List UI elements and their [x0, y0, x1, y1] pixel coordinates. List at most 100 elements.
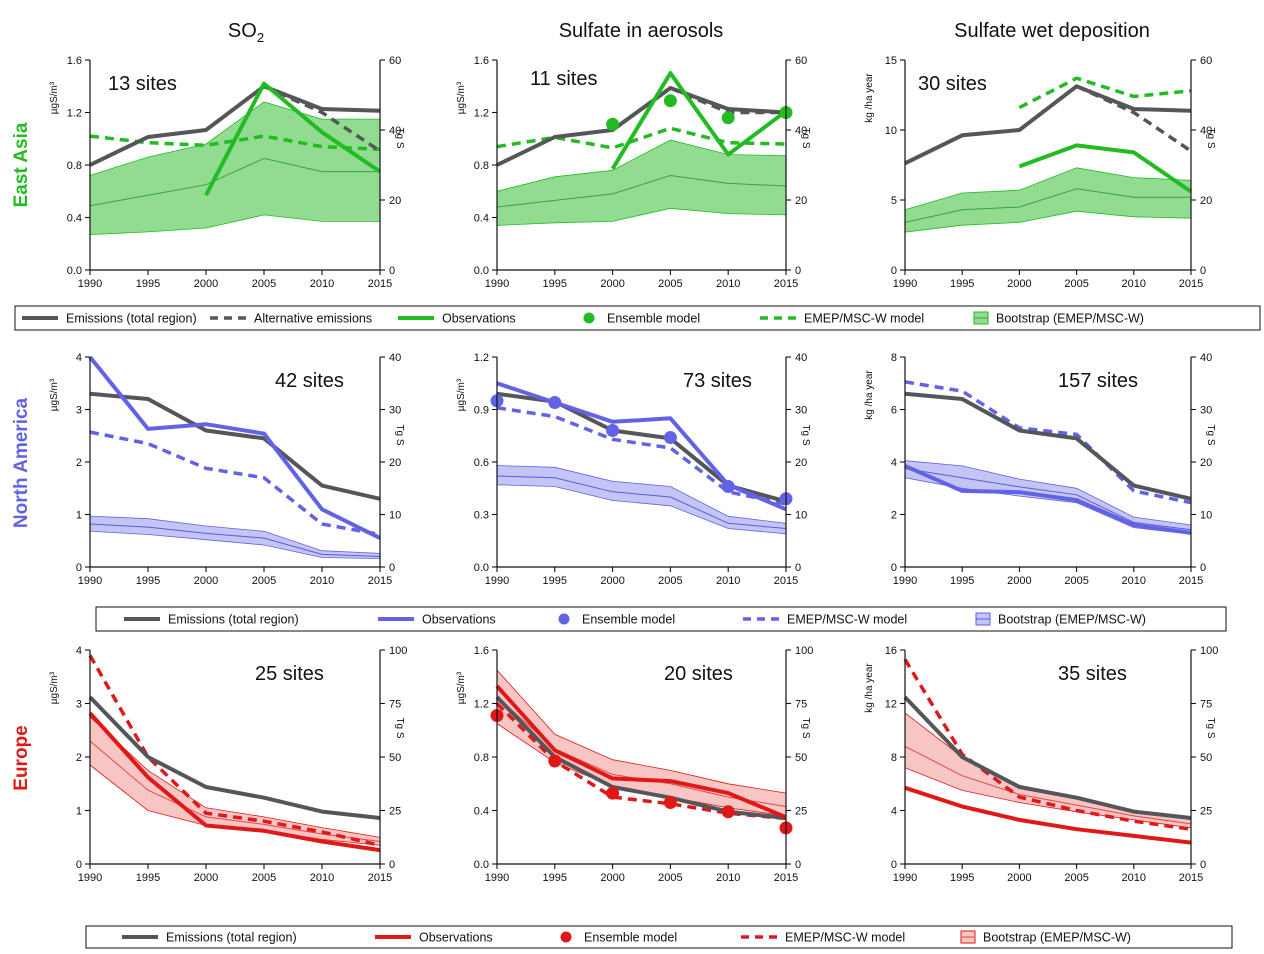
- ensemble-point: [721, 805, 735, 819]
- y-tick-label: 1.2: [474, 352, 489, 364]
- x-tick-label: 2005: [658, 575, 682, 587]
- y2-tick-label: 0: [795, 859, 801, 871]
- legend-box: [14, 305, 1261, 331]
- x-tick-label: 1990: [78, 872, 102, 884]
- emissions-line: [88, 695, 381, 820]
- y2-tick-label: 20: [795, 195, 807, 207]
- chart-panel-1-2: 1990 1995 2000 2005 2010 2015 0.0 0.4 0.8 1.2 1.6 0…: [456, 55, 811, 290]
- x-tick-label: 2005: [658, 278, 682, 290]
- y-tick-label: 0.9: [474, 405, 489, 417]
- site-count: 35 sites: [1058, 663, 1127, 685]
- alternative-emissions-line: [263, 84, 381, 153]
- emissions-line: [904, 391, 1192, 501]
- legend-1: Emissions (total region) Alternative emis…: [14, 305, 1261, 331]
- y2-tick-label: 40: [389, 352, 401, 364]
- y-tick-label: 0.4: [474, 806, 489, 818]
- x-tick-label: 1995: [950, 575, 974, 587]
- y-tick-label: 0.4: [474, 213, 489, 225]
- y-tick-label: 4: [891, 806, 897, 818]
- x-tick-label: 2000: [194, 575, 218, 587]
- site-count: 20 sites: [664, 663, 733, 685]
- emep-model-line: [88, 654, 381, 848]
- column-title-subscript: 2: [257, 30, 264, 45]
- ensemble-point: [606, 117, 620, 131]
- x-tick-label: 1990: [485, 872, 509, 884]
- site-count: 25 sites: [255, 663, 324, 685]
- site-count: 42 sites: [275, 370, 344, 392]
- y-tick-label: 4: [891, 457, 897, 469]
- legend-label: Bootstrap (EMEP/MSC-W): [996, 312, 1144, 326]
- y-axis-label: µgS/m³: [456, 81, 467, 114]
- column-title-2: Sulfate in aerosols: [559, 20, 724, 42]
- x-tick-label: 2015: [1179, 278, 1203, 290]
- region-label: North America: [11, 397, 32, 528]
- y-tick-label: 0.0: [67, 265, 82, 277]
- y2-tick-label: 30: [389, 405, 401, 417]
- y-tick-label: 0: [891, 859, 897, 871]
- bootstrap-band: [904, 167, 1192, 233]
- chart-panel-3-2: 1990 1995 2000 2005 2010 2015 0.0 0.4 0.8 1.2 1.6 0…: [456, 645, 813, 884]
- bootstrap-median-line: [904, 745, 1192, 825]
- y2-tick-label: 100: [1200, 645, 1218, 657]
- column-title-main: Sulfate in aerosols: [559, 20, 724, 42]
- y-tick-label: 1.6: [67, 55, 82, 67]
- x-tick-label: 2000: [600, 575, 624, 587]
- y2-tick-label: 25: [795, 806, 807, 818]
- x-tick-label: 2010: [1122, 872, 1146, 884]
- y-axis-label: µgS/m³: [49, 378, 60, 411]
- y2-tick-label: 40: [1200, 125, 1212, 137]
- emissions-line: [496, 86, 787, 167]
- y-tick-label: 8: [891, 752, 897, 764]
- y-tick-label: 12: [885, 699, 897, 711]
- x-tick-label: 1990: [78, 575, 102, 587]
- emep-model-line: [1018, 76, 1192, 110]
- ensemble-point: [663, 796, 677, 809]
- y2-axis-label: Tg S: [1205, 127, 1216, 148]
- y-axis-label: kg /ha year: [864, 370, 875, 420]
- observations-line: [88, 355, 381, 540]
- x-tick-label: 2010: [1122, 278, 1146, 290]
- observations-line: [1018, 143, 1193, 194]
- legend-3: Emissions (total region) Observations Ense…: [85, 925, 1233, 949]
- y-axis-label: µgS/m³: [456, 671, 467, 704]
- column-title-main: SO: [228, 20, 257, 42]
- y2-tick-label: 25: [389, 806, 401, 818]
- y2-tick-label: 75: [389, 699, 401, 711]
- observations-line: [904, 464, 1192, 535]
- y-tick-label: 0: [891, 265, 897, 277]
- y2-tick-label: 50: [389, 752, 401, 764]
- y-axis-label: µgS/m³: [49, 81, 60, 114]
- x-tick-label: 2015: [774, 575, 798, 587]
- y-axis-label: kg /ha year: [864, 663, 875, 713]
- y-tick-label: 3: [76, 699, 82, 711]
- x-tick-label: 1995: [543, 575, 567, 587]
- bootstrap-median-line: [496, 174, 787, 208]
- y2-tick-label: 100: [389, 645, 407, 657]
- y-tick-label: 5: [891, 195, 897, 207]
- y2-tick-label: 10: [389, 510, 401, 522]
- ensemble-point: [548, 754, 562, 768]
- observations-line: [496, 381, 787, 512]
- emissions-line: [903, 695, 1192, 820]
- x-tick-label: 2015: [774, 278, 798, 290]
- site-count: 73 sites: [683, 370, 752, 392]
- x-tick-label: 1990: [485, 575, 509, 587]
- ensemble-point: [721, 111, 735, 125]
- y2-tick-label: 0: [389, 859, 395, 871]
- y-tick-label: 0.0: [474, 859, 489, 871]
- x-tick-label: 2010: [716, 278, 740, 290]
- y2-tick-label: 0: [1200, 265, 1206, 277]
- legend-label: Alternative emissions: [254, 312, 372, 326]
- column-title-1: SO2: [228, 20, 264, 45]
- x-tick-label: 2005: [1064, 575, 1088, 587]
- y2-tick-label: 20: [389, 457, 401, 469]
- x-tick-label: 1995: [543, 278, 567, 290]
- y-tick-label: 2: [76, 752, 82, 764]
- emissions-line: [904, 84, 1192, 166]
- x-tick-label: 1995: [136, 872, 160, 884]
- site-count: 13 sites: [108, 73, 177, 95]
- x-tick-label: 1990: [893, 575, 917, 587]
- x-tick-label: 1995: [136, 575, 160, 587]
- y-tick-label: 0.8: [67, 160, 82, 172]
- observations-line: [495, 684, 787, 820]
